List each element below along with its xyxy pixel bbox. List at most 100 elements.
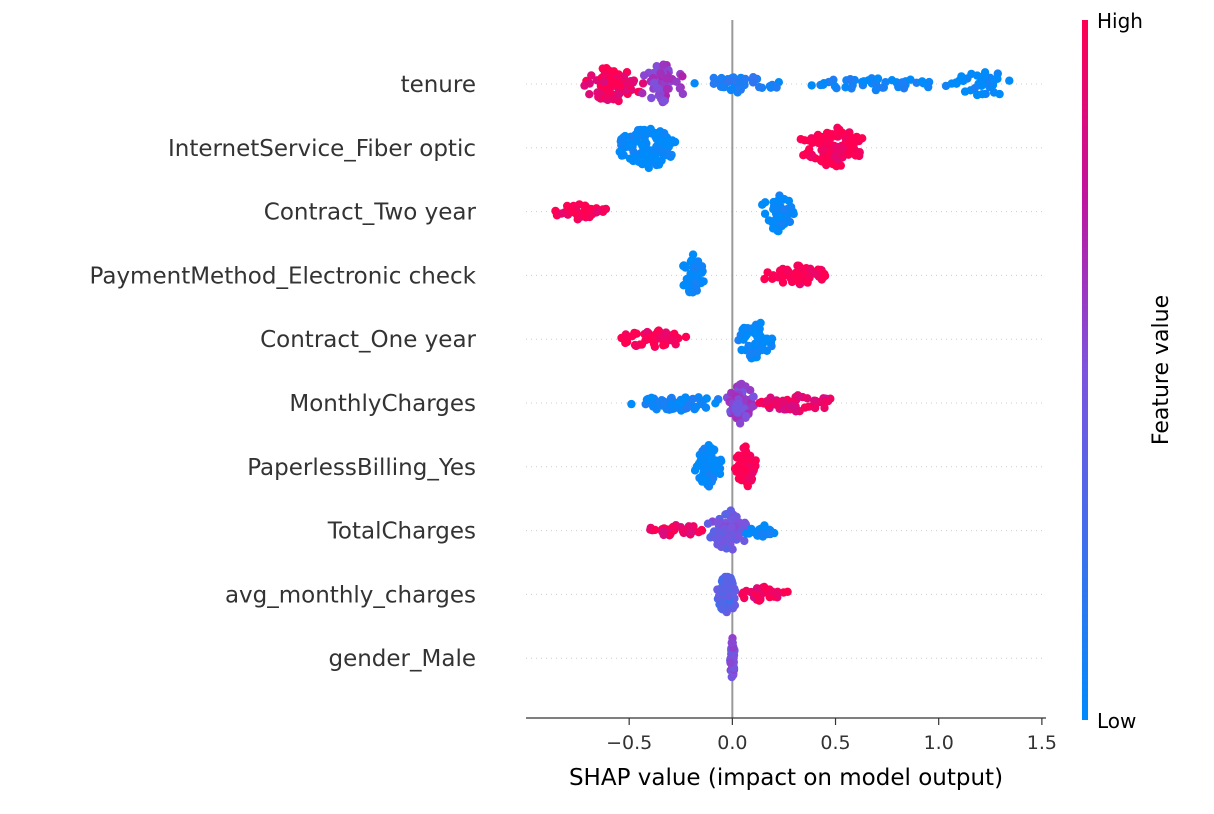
shap-point: [752, 584, 762, 593]
shap-point: [641, 131, 650, 140]
shap-point: [769, 202, 779, 211]
shap-point: [692, 286, 701, 295]
shap-point: [793, 272, 803, 282]
shap-point: [716, 455, 725, 464]
shap-point: [740, 536, 749, 546]
shap-point: [805, 145, 814, 154]
shap-point: [760, 209, 770, 218]
shap-point: [762, 397, 771, 406]
feature-points-7: [646, 506, 779, 554]
shap-point: [636, 125, 645, 135]
shap-point: [658, 149, 668, 159]
shap-point: [979, 72, 988, 81]
shap-point: [1005, 76, 1014, 85]
feature-points-4: [617, 318, 777, 363]
shap-point: [661, 328, 671, 337]
shap-point: [697, 526, 707, 535]
shap-point: [625, 140, 634, 149]
shap-point: [630, 328, 639, 338]
shap-point: [638, 79, 648, 88]
shap-point: [733, 85, 742, 94]
shap-point: [967, 69, 976, 79]
shap-point: [585, 90, 594, 99]
shap-point: [844, 137, 854, 146]
shap-point: [656, 69, 665, 78]
shap-point: [805, 136, 814, 145]
shap-point: [741, 442, 750, 451]
shap-point: [659, 398, 669, 408]
shap-point: [724, 592, 733, 601]
shap-point: [683, 274, 693, 283]
shap-point: [735, 380, 744, 389]
shap-point: [699, 452, 708, 461]
x-tick-label: 1.0: [924, 732, 954, 754]
x-tick-label: 1.5: [1027, 732, 1057, 754]
shap-point: [655, 334, 664, 343]
shap-point: [604, 86, 613, 96]
shap-point: [663, 84, 672, 94]
feature-points-0: [580, 60, 1014, 107]
shap-point: [917, 77, 927, 86]
shap-point: [736, 475, 746, 484]
shap-point: [776, 212, 786, 221]
shap-point: [667, 400, 676, 409]
shap-point: [748, 402, 757, 411]
shap-point: [970, 84, 979, 93]
shap-point: [717, 597, 726, 607]
shap-point: [821, 397, 831, 406]
shap-point: [713, 518, 723, 527]
shap-point: [859, 77, 869, 86]
shap-point: [778, 278, 788, 287]
shap-point: [741, 465, 751, 474]
shap-point: [806, 152, 816, 162]
shap-point: [731, 404, 740, 413]
shap-point: [779, 397, 788, 407]
shap-point: [689, 522, 698, 531]
feature-label: Contract_One year: [260, 327, 476, 353]
shap-point: [748, 78, 758, 87]
shap-point: [669, 336, 678, 345]
shap-point: [727, 515, 737, 524]
shap-point: [701, 460, 711, 469]
shap-point: [649, 78, 659, 87]
shap-point: [873, 74, 883, 83]
feature-points-9: [726, 634, 739, 682]
shap-point: [717, 73, 726, 83]
shap-point: [744, 529, 754, 538]
shap-point: [681, 263, 690, 272]
shap-point: [727, 576, 736, 585]
shap-point: [858, 134, 867, 143]
shap-point: [745, 475, 755, 484]
shap-point: [769, 271, 778, 280]
feature-rows: tenure InternetService_Fiber optic Contrac…: [90, 72, 1046, 672]
shap-point: [690, 466, 700, 475]
colorbar-high-label: High: [1097, 9, 1143, 33]
shap-point: [667, 393, 676, 403]
shap-point: [600, 77, 609, 87]
shap-point: [580, 211, 589, 221]
shap-point: [737, 345, 746, 355]
shap-point: [711, 534, 721, 543]
shap-point: [796, 135, 805, 144]
shap-point: [601, 204, 611, 214]
shap-point: [644, 150, 653, 160]
shap-point: [675, 399, 684, 408]
shap-point: [749, 392, 758, 401]
feature-label: InternetService_Fiber optic: [168, 136, 476, 162]
shap-point: [681, 393, 690, 402]
shap-point: [817, 145, 826, 155]
shap-point: [784, 196, 794, 206]
feature-label: Contract_Two year: [264, 200, 477, 226]
shap-point: [727, 638, 736, 647]
shap-point: [760, 582, 769, 592]
shap-point: [702, 476, 712, 485]
shap-point: [751, 456, 760, 465]
shap-point: [742, 586, 751, 596]
shap-point: [720, 524, 729, 533]
shap-point: [783, 587, 792, 596]
shap-point: [772, 83, 781, 92]
feature-points-8: [713, 572, 792, 617]
shap-point: [585, 204, 595, 214]
shap-point: [593, 207, 602, 216]
